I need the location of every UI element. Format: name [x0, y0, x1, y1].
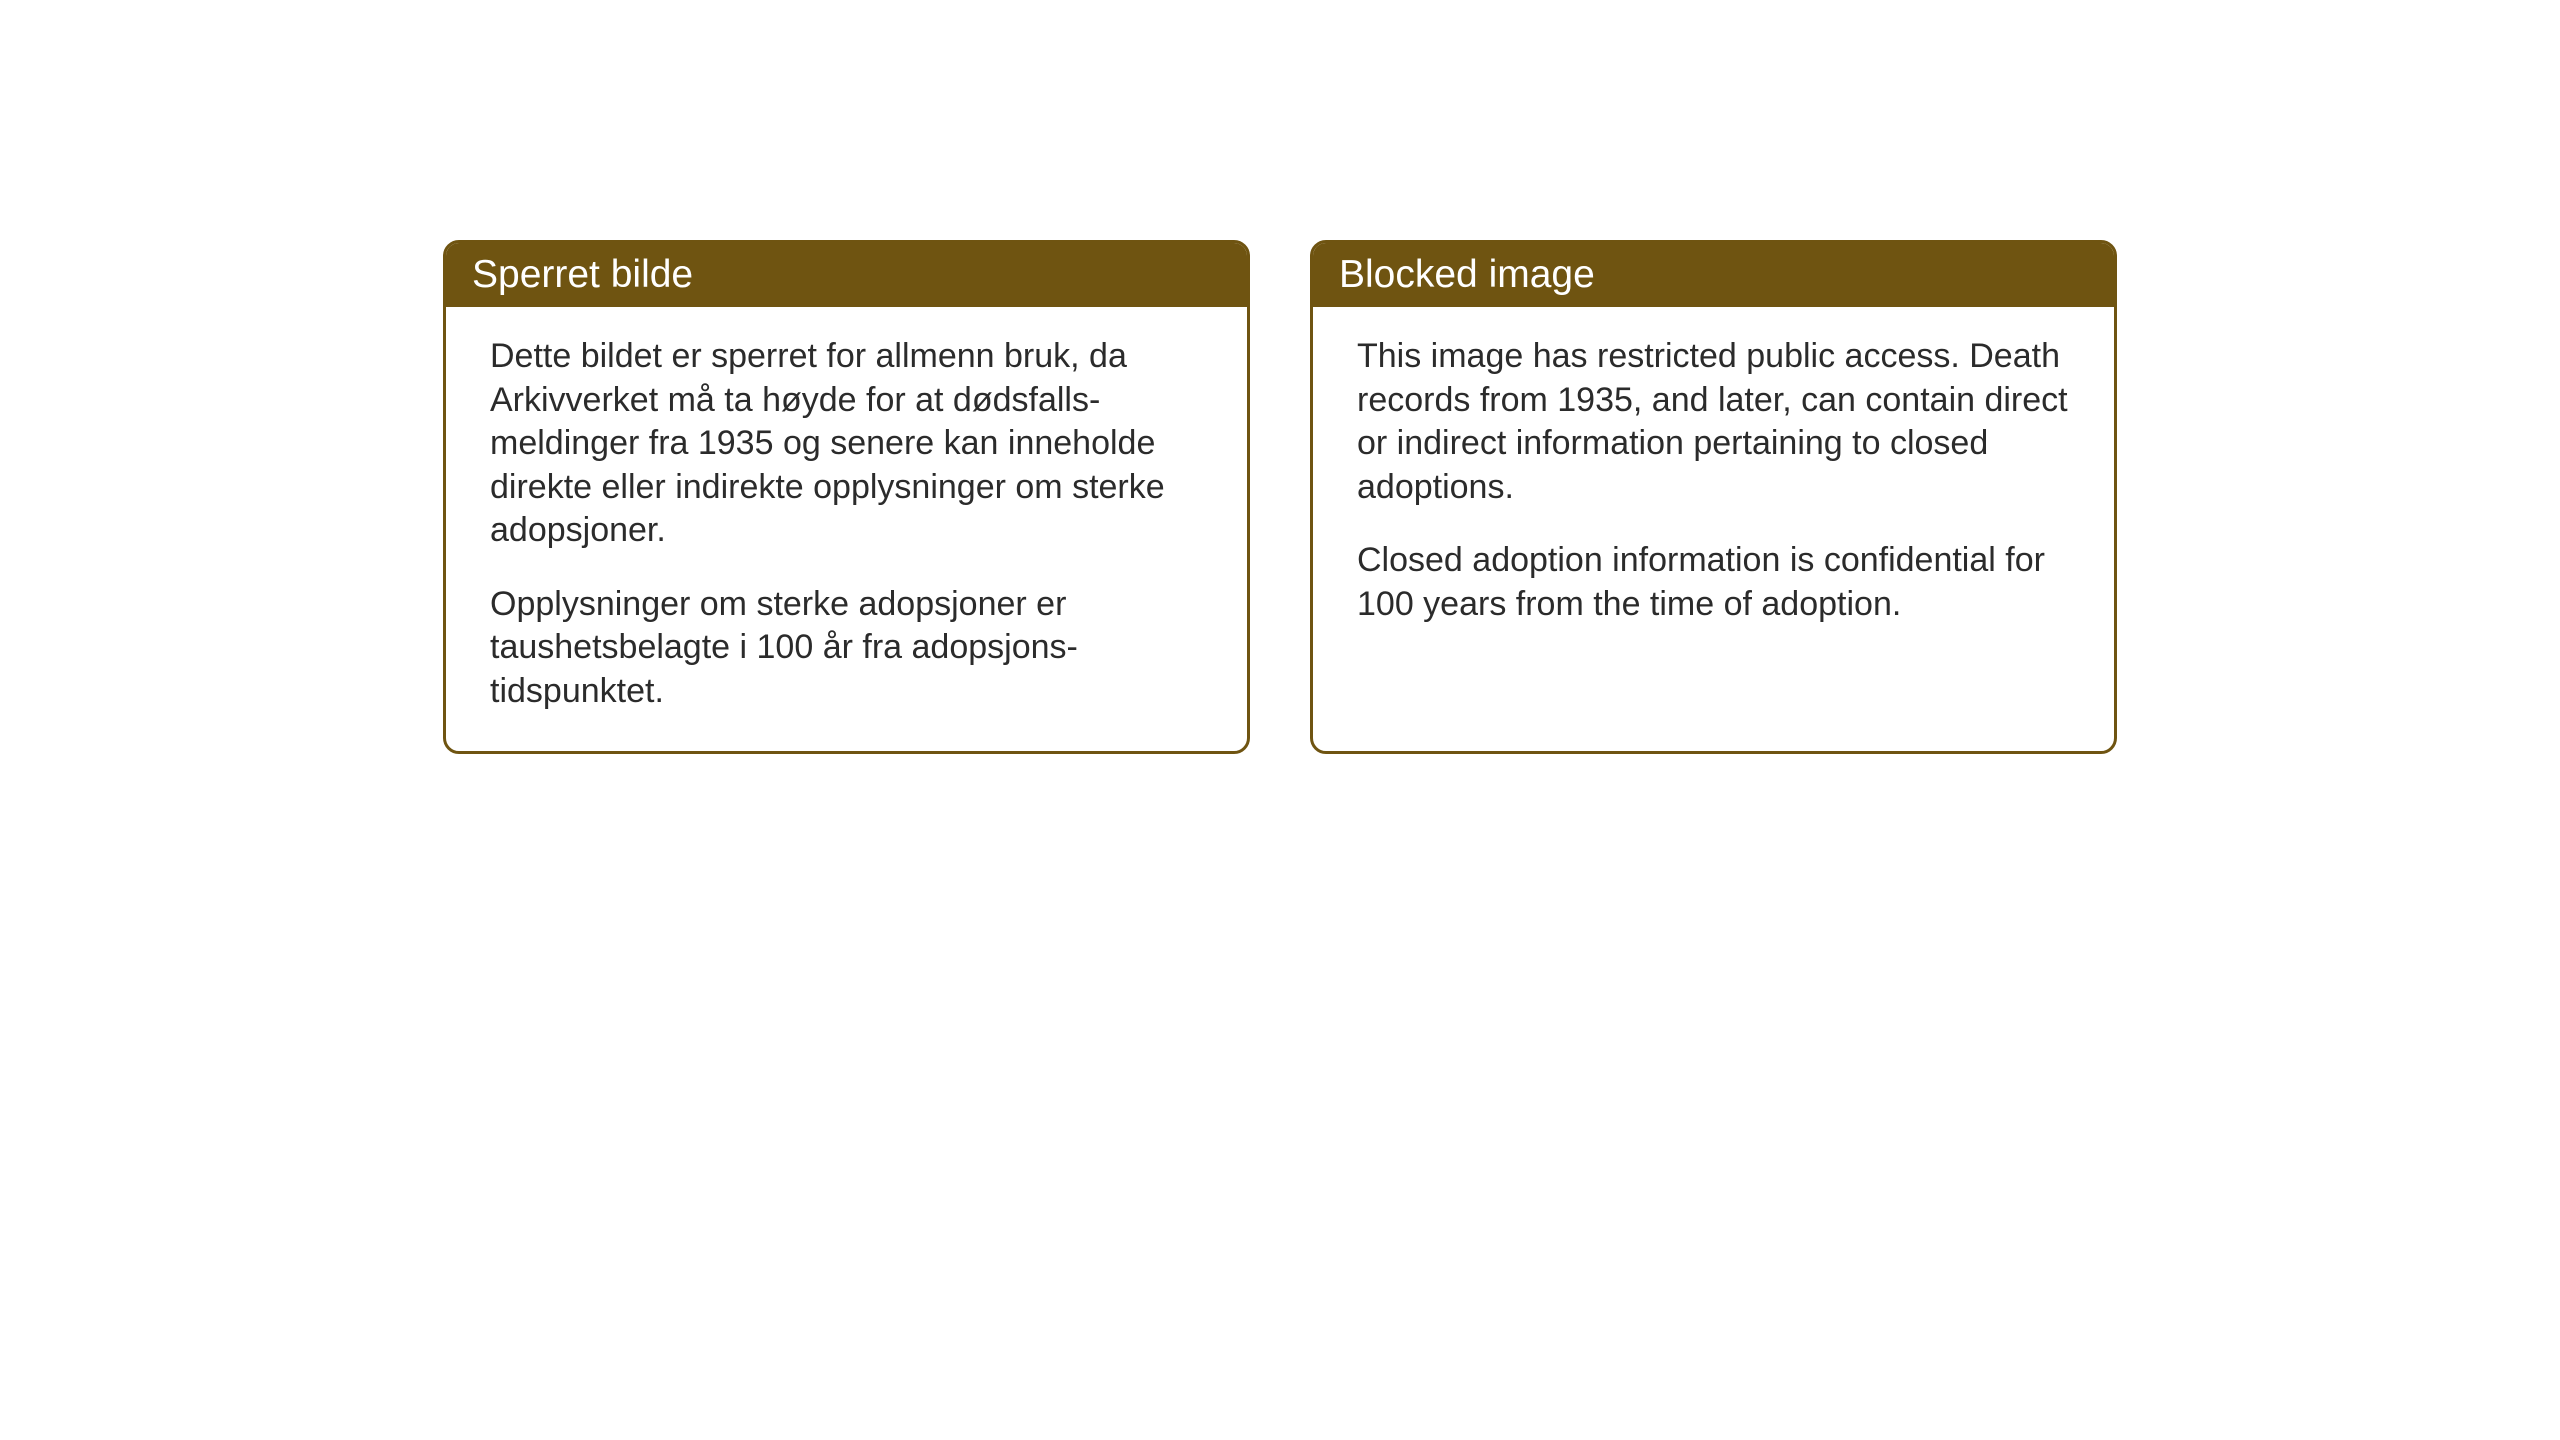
card-header-english: Blocked image [1313, 243, 2114, 307]
card-paragraph-english-2: Closed adoption information is confident… [1357, 539, 2070, 626]
notice-cards-container: Sperret bilde Dette bildet er sperret fo… [443, 240, 2117, 754]
card-title-norwegian: Sperret bilde [472, 253, 693, 296]
card-header-norwegian: Sperret bilde [446, 243, 1247, 307]
card-body-english: This image has restricted public access.… [1313, 307, 2114, 704]
card-paragraph-english-1: This image has restricted public access.… [1357, 335, 2070, 509]
card-paragraph-norwegian-1: Dette bildet er sperret for allmenn bruk… [490, 335, 1203, 553]
card-body-norwegian: Dette bildet er sperret for allmenn bruk… [446, 307, 1247, 751]
card-paragraph-norwegian-2: Opplysninger om sterke adopsjoner er tau… [490, 583, 1203, 714]
notice-card-norwegian: Sperret bilde Dette bildet er sperret fo… [443, 240, 1250, 754]
card-title-english: Blocked image [1339, 253, 1595, 296]
notice-card-english: Blocked image This image has restricted … [1310, 240, 2117, 754]
